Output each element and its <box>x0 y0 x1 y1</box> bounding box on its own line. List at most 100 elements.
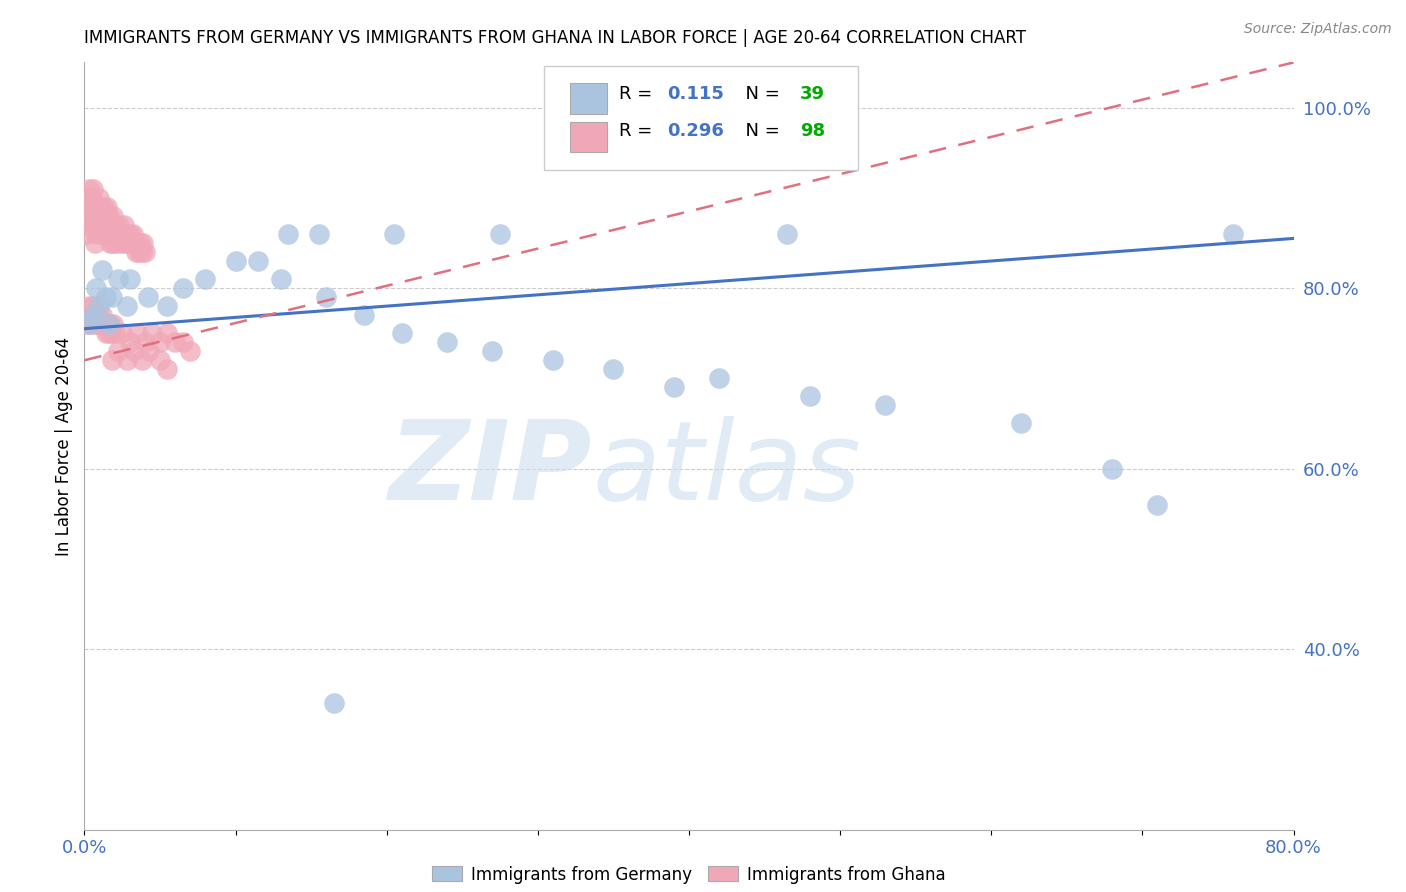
Point <box>165 335 187 350</box>
Point <box>115 227 138 241</box>
Point <box>82 182 104 196</box>
Point <box>98 218 121 232</box>
Point <box>101 227 124 241</box>
Point <box>98 317 121 331</box>
Point <box>134 335 156 350</box>
Point <box>149 335 172 350</box>
Text: R =: R = <box>619 122 658 140</box>
Point <box>76 308 98 322</box>
Point <box>104 218 127 232</box>
Point <box>101 209 124 223</box>
Point <box>1101 461 1123 475</box>
Point <box>97 317 120 331</box>
Point <box>91 209 114 223</box>
Point <box>76 191 98 205</box>
Text: N =: N = <box>734 86 785 103</box>
Bar <box>571 83 607 114</box>
Point <box>86 227 108 241</box>
Point <box>111 227 134 241</box>
Point <box>131 244 153 259</box>
Point <box>391 326 413 341</box>
Point <box>97 227 120 241</box>
Point <box>107 227 129 241</box>
Point <box>89 209 111 223</box>
Point <box>77 299 100 313</box>
Point <box>86 281 108 295</box>
Point <box>247 254 270 268</box>
Point <box>89 308 111 322</box>
Point <box>75 317 97 331</box>
Point <box>87 200 110 214</box>
Point <box>79 317 101 331</box>
Point <box>79 317 101 331</box>
Point <box>80 209 103 223</box>
Point <box>100 235 122 250</box>
Point <box>322 696 344 710</box>
Point <box>315 290 337 304</box>
Point <box>84 235 107 250</box>
Point <box>96 317 118 331</box>
Point <box>100 290 122 304</box>
Point <box>90 200 112 214</box>
Point <box>129 235 152 250</box>
Point <box>86 209 108 223</box>
Point <box>94 326 117 341</box>
Point <box>353 308 375 322</box>
Point <box>105 235 128 250</box>
Point <box>1011 417 1033 431</box>
Point <box>156 326 179 341</box>
Point <box>94 290 117 304</box>
Point <box>93 317 115 331</box>
Point <box>270 272 292 286</box>
Point <box>101 317 124 331</box>
Point <box>709 371 731 385</box>
Point <box>131 353 153 368</box>
Point <box>277 227 299 241</box>
Point <box>94 227 117 241</box>
Point <box>799 389 821 403</box>
Point <box>172 335 194 350</box>
Point <box>138 344 160 359</box>
Point <box>149 353 172 368</box>
Point <box>875 398 897 412</box>
Point <box>79 218 101 232</box>
Point <box>1222 227 1244 241</box>
Point <box>96 200 118 214</box>
Point <box>80 191 103 205</box>
Bar <box>571 121 607 153</box>
Point <box>104 227 127 241</box>
Point <box>89 299 111 313</box>
Point <box>90 317 112 331</box>
Point <box>93 218 115 232</box>
Point <box>117 235 139 250</box>
Text: 0.296: 0.296 <box>668 122 724 140</box>
Point <box>107 344 129 359</box>
Point <box>84 317 107 331</box>
Point <box>84 218 107 232</box>
Point <box>75 209 97 223</box>
Point <box>111 326 134 341</box>
Y-axis label: In Labor Force | Age 20-64: In Labor Force | Age 20-64 <box>55 336 73 556</box>
Point <box>1146 498 1168 512</box>
Point <box>662 380 685 394</box>
Point <box>128 244 150 259</box>
Point <box>115 353 138 368</box>
Point <box>120 235 142 250</box>
Point <box>91 227 114 241</box>
Point <box>481 344 503 359</box>
Point <box>89 191 111 205</box>
Point <box>489 227 512 241</box>
Point <box>122 344 145 359</box>
Point <box>82 308 104 322</box>
Point <box>91 308 114 322</box>
Text: 0.115: 0.115 <box>668 86 724 103</box>
Point <box>172 281 194 295</box>
Text: IMMIGRANTS FROM GERMANY VS IMMIGRANTS FROM GHANA IN LABOR FORCE | AGE 20-64 CORR: IMMIGRANTS FROM GERMANY VS IMMIGRANTS FR… <box>84 29 1026 47</box>
Point <box>80 308 103 322</box>
Point <box>156 362 179 376</box>
Point <box>108 218 131 232</box>
Point <box>194 272 217 286</box>
Point <box>96 218 118 232</box>
Point <box>382 227 405 241</box>
Point <box>104 326 127 341</box>
